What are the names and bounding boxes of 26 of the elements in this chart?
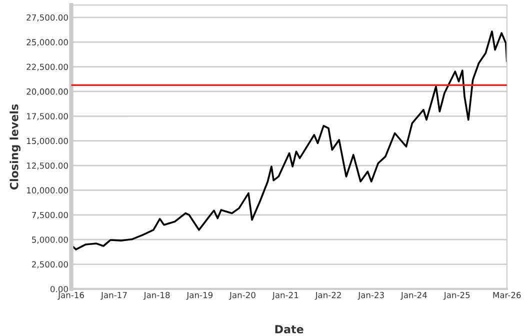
y-tick-label: 12,500.00	[27, 162, 68, 170]
y-tick-label: 22,500.00	[26, 64, 68, 71]
x-axis-title: Date	[275, 325, 304, 334]
y-tick-label: 10,000.00	[27, 187, 68, 194]
y-tick-label: 2,500.00	[32, 261, 68, 268]
y-tick-label: 0.00	[50, 286, 68, 292]
y-tick-label: 25,000.00	[26, 39, 68, 46]
y-tick-label: 17,500.00	[27, 113, 68, 120]
x-tick-label: Jan-18	[143, 292, 170, 300]
x-tick-label: Jan-22	[314, 292, 341, 300]
y-tick-label: 5,000.00	[32, 236, 68, 244]
x-tick-label: Jan-24	[400, 292, 427, 300]
x-tick-label: Mar-26	[493, 292, 521, 298]
line-series	[71, 30, 507, 250]
y-tick-label: 20,000.00	[26, 88, 68, 96]
x-tick-label: Jan-16	[58, 292, 84, 300]
x-tick-label: Jan-19	[186, 292, 213, 300]
y-tick-label: 15,000.00	[27, 138, 68, 145]
y-axis-title: Closing levels	[10, 104, 21, 190]
x-tick-label: Jan-20	[229, 292, 256, 300]
y-tick-label: 7,500.00	[32, 212, 68, 220]
x-tick-label: Jan-17	[100, 292, 127, 300]
x-tick-label: Jan-25	[443, 292, 470, 300]
x-tick-label: Jan-21	[272, 292, 298, 300]
x-tick-label: Jan-23	[358, 292, 384, 300]
y-tick-label: 27,500.00	[26, 14, 68, 22]
